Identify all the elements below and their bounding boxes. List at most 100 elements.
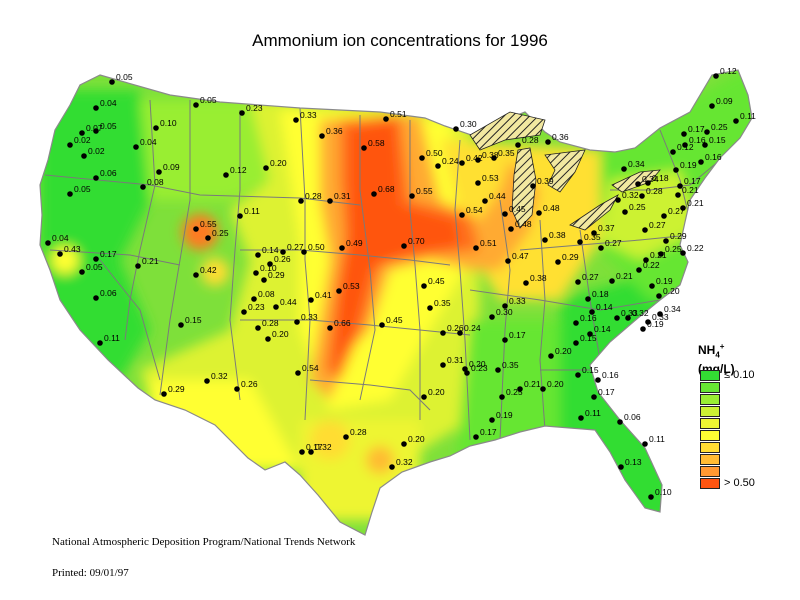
site-marker xyxy=(617,419,623,425)
site-value-label: 0.13 xyxy=(625,457,642,467)
site-value-label: 0.38 xyxy=(482,150,499,160)
site-value-label: 0.42 xyxy=(200,265,217,275)
site-value-label: 0.68 xyxy=(378,184,395,194)
site-marker xyxy=(489,417,495,423)
site-marker xyxy=(642,441,648,447)
site-marker xyxy=(548,353,554,359)
site-marker xyxy=(621,166,627,172)
site-value-label: 0.02 xyxy=(88,146,105,156)
site-value-label: 0.16 xyxy=(580,313,597,323)
site-value-label: 0.25 xyxy=(629,202,646,212)
site-value-label: 0.16 xyxy=(602,370,619,380)
site-marker xyxy=(156,169,162,175)
site-value-label: 0.17 xyxy=(509,330,526,340)
site-marker xyxy=(45,240,51,246)
site-marker xyxy=(435,163,441,169)
legend-swatch xyxy=(700,394,720,405)
site-marker xyxy=(298,198,304,204)
site-marker xyxy=(79,269,85,275)
site-marker xyxy=(339,245,345,251)
site-marker xyxy=(193,272,199,278)
site-value-label: 0.33 xyxy=(301,312,318,322)
site-marker xyxy=(523,280,529,286)
site-marker xyxy=(673,167,679,173)
site-marker xyxy=(573,340,579,346)
site-marker xyxy=(427,305,433,311)
site-marker xyxy=(459,212,465,218)
site-value-label: 0.22 xyxy=(643,260,660,270)
lake-ontario xyxy=(611,169,661,193)
site-value-label: 0.36 xyxy=(326,126,343,136)
site-marker xyxy=(294,319,300,325)
site-value-label: 0.17 xyxy=(480,427,497,437)
site-marker xyxy=(643,257,649,263)
site-value-label: 0.43 xyxy=(64,244,81,254)
site-value-label: 0.17 xyxy=(100,249,117,259)
legend-high-label: > 0.50 xyxy=(724,477,755,489)
site-marker xyxy=(401,441,407,447)
site-marker xyxy=(682,142,688,148)
site-value-label: 0.32 xyxy=(632,308,649,318)
site-value-label: 0.37 xyxy=(598,223,615,233)
site-value-label: 0.23 xyxy=(248,302,265,312)
site-value-label: 0.04 xyxy=(140,137,157,147)
site-value-label: 0.09 xyxy=(163,162,180,172)
site-value-label: 0.30 xyxy=(460,119,477,129)
site-marker xyxy=(327,325,333,331)
site-marker xyxy=(336,288,342,294)
site-marker xyxy=(575,279,581,285)
site-value-label: 0.38 xyxy=(530,273,547,283)
site-marker xyxy=(585,296,591,302)
legend-swatch xyxy=(700,406,720,417)
site-marker xyxy=(733,118,739,124)
site-marker xyxy=(642,227,648,233)
site-marker xyxy=(670,149,676,155)
site-marker xyxy=(530,183,536,189)
site-marker xyxy=(657,311,663,317)
site-value-label: 0.28 xyxy=(305,191,322,201)
site-marker xyxy=(93,128,99,134)
lake-superior xyxy=(469,111,546,151)
site-marker xyxy=(93,175,99,181)
printed-date: Printed: 09/01/97 xyxy=(52,567,129,579)
site-marker xyxy=(253,270,259,276)
site-value-label: 0.11 xyxy=(585,408,601,418)
site-marker xyxy=(704,129,710,135)
site-marker xyxy=(239,110,245,116)
site-marker xyxy=(457,330,463,336)
site-marker xyxy=(237,213,243,219)
site-marker xyxy=(371,191,377,197)
site-marker xyxy=(473,434,479,440)
site-marker xyxy=(589,309,595,315)
site-value-label: 0.30 xyxy=(496,307,513,317)
site-value-label: 0.44 xyxy=(280,297,297,307)
site-marker xyxy=(635,181,641,187)
site-value-label: 0.27 xyxy=(605,238,622,248)
site-marker xyxy=(234,386,240,392)
site-marker xyxy=(663,238,669,244)
site-value-label: 0.20 xyxy=(270,158,287,168)
monitoring-sites: 0.050.040.070.050.020.020.040.100.060.05… xyxy=(45,66,756,500)
site-value-label: 0.23 xyxy=(246,103,263,113)
site-value-label: 0.17 xyxy=(306,442,323,452)
site-marker xyxy=(658,251,664,257)
site-value-label: 0.20 xyxy=(555,346,572,356)
site-value-label: 0.19 xyxy=(656,276,673,286)
site-value-label: 0.15 xyxy=(709,135,726,145)
site-value-label: 0.17 xyxy=(688,124,705,134)
lake-huron xyxy=(544,149,586,193)
site-value-label: 0.32 xyxy=(211,371,228,381)
site-value-label: 0.26 xyxy=(274,254,291,264)
site-value-label: 0.05 xyxy=(86,262,103,272)
site-value-label: 0.09 xyxy=(716,96,733,106)
site-marker xyxy=(421,394,427,400)
site-value-label: 0.32 xyxy=(622,190,639,200)
legend-swatch xyxy=(700,478,720,489)
legend-swatch xyxy=(700,370,720,381)
site-marker xyxy=(383,116,389,122)
site-value-label: 0.55 xyxy=(200,219,217,229)
site-marker xyxy=(639,193,645,199)
site-value-label: 0.38 xyxy=(549,230,566,240)
site-value-label: 0.08 xyxy=(147,177,164,187)
site-value-label: 0.45 xyxy=(509,204,526,214)
